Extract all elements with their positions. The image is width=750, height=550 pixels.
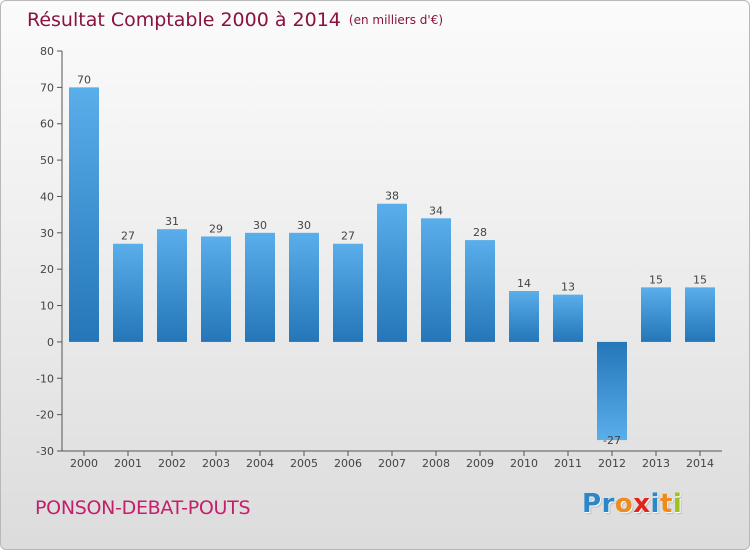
x-tick-label: 2009 (466, 457, 494, 470)
y-tick-label: 60 (40, 118, 54, 131)
x-tick-label: 2000 (70, 457, 98, 470)
bar (113, 243, 143, 342)
data-label: 14 (517, 277, 531, 290)
data-label: 15 (649, 273, 663, 286)
y-tick-label: -10 (36, 372, 54, 385)
data-label: 15 (693, 273, 707, 286)
x-tick-label: 2006 (334, 457, 362, 470)
bar (377, 203, 407, 342)
x-tick-label: 2008 (422, 457, 450, 470)
town-name: PONSON-DEBAT-POUTS (35, 497, 251, 519)
chart-title-text: Résultat Comptable 2000 à 2014 (27, 9, 341, 31)
x-tick-label: 2010 (510, 457, 538, 470)
data-label: 34 (429, 204, 443, 217)
x-tick-label: 2011 (554, 457, 582, 470)
data-label: 29 (209, 222, 223, 235)
bar (245, 232, 275, 342)
y-tick-label: 80 (40, 45, 54, 58)
bar (69, 87, 99, 342)
x-tick-label: 2013 (642, 457, 670, 470)
bar (465, 240, 495, 342)
bar (157, 229, 187, 342)
y-tick-label: 20 (40, 263, 54, 276)
logo-letter: P (582, 489, 602, 519)
y-tick-label: 70 (40, 81, 54, 94)
x-tick-label: 2004 (246, 457, 274, 470)
chart-subtitle: (en milliers d'€) (348, 13, 444, 27)
x-tick-label: 2002 (158, 457, 186, 470)
data-label: 13 (561, 281, 575, 294)
bar (553, 294, 583, 342)
data-label: 38 (385, 190, 399, 203)
x-tick-label: 2014 (686, 457, 714, 470)
data-label: 70 (77, 73, 91, 86)
data-label: -27 (603, 434, 621, 447)
bar (421, 218, 451, 342)
y-tick-label: 10 (40, 300, 54, 313)
x-tick-label: 2003 (202, 457, 230, 470)
x-tick-label: 2012 (598, 457, 626, 470)
bar (641, 287, 671, 342)
data-label: 31 (165, 215, 179, 228)
y-tick-label: 50 (40, 154, 54, 167)
data-label: 28 (473, 226, 487, 239)
data-label: 27 (121, 230, 135, 243)
plot-area: 80706050403020100-10-20-3020007020012720… (36, 45, 722, 470)
bar (333, 243, 363, 342)
logo-letter: t (659, 489, 673, 519)
y-tick-label: 40 (40, 190, 54, 203)
y-tick-label: -30 (36, 445, 54, 458)
logo-letter: x (633, 489, 651, 519)
y-tick-label: 0 (47, 336, 54, 349)
chart-title: Résultat Comptable 2000 à 2014 (en millie… (27, 7, 443, 33)
data-label: 30 (297, 219, 311, 232)
logo-letter: r (601, 489, 615, 519)
bar (685, 287, 715, 342)
data-label: 27 (341, 230, 355, 243)
bar (509, 291, 539, 342)
logo-letter: i (672, 489, 683, 519)
logo-letter: i (650, 489, 660, 519)
logo-letter: o (614, 489, 634, 519)
bar (201, 236, 231, 342)
y-tick-label: -20 (36, 409, 54, 422)
data-label: 30 (253, 219, 267, 232)
x-tick-label: 2001 (114, 457, 142, 470)
x-tick-label: 2005 (290, 457, 318, 470)
bar (289, 232, 319, 342)
bar (597, 341, 627, 441)
proxiti-logo: Proxiti (582, 487, 682, 521)
x-tick-label: 2007 (378, 457, 406, 470)
y-tick-label: 30 (40, 227, 54, 240)
